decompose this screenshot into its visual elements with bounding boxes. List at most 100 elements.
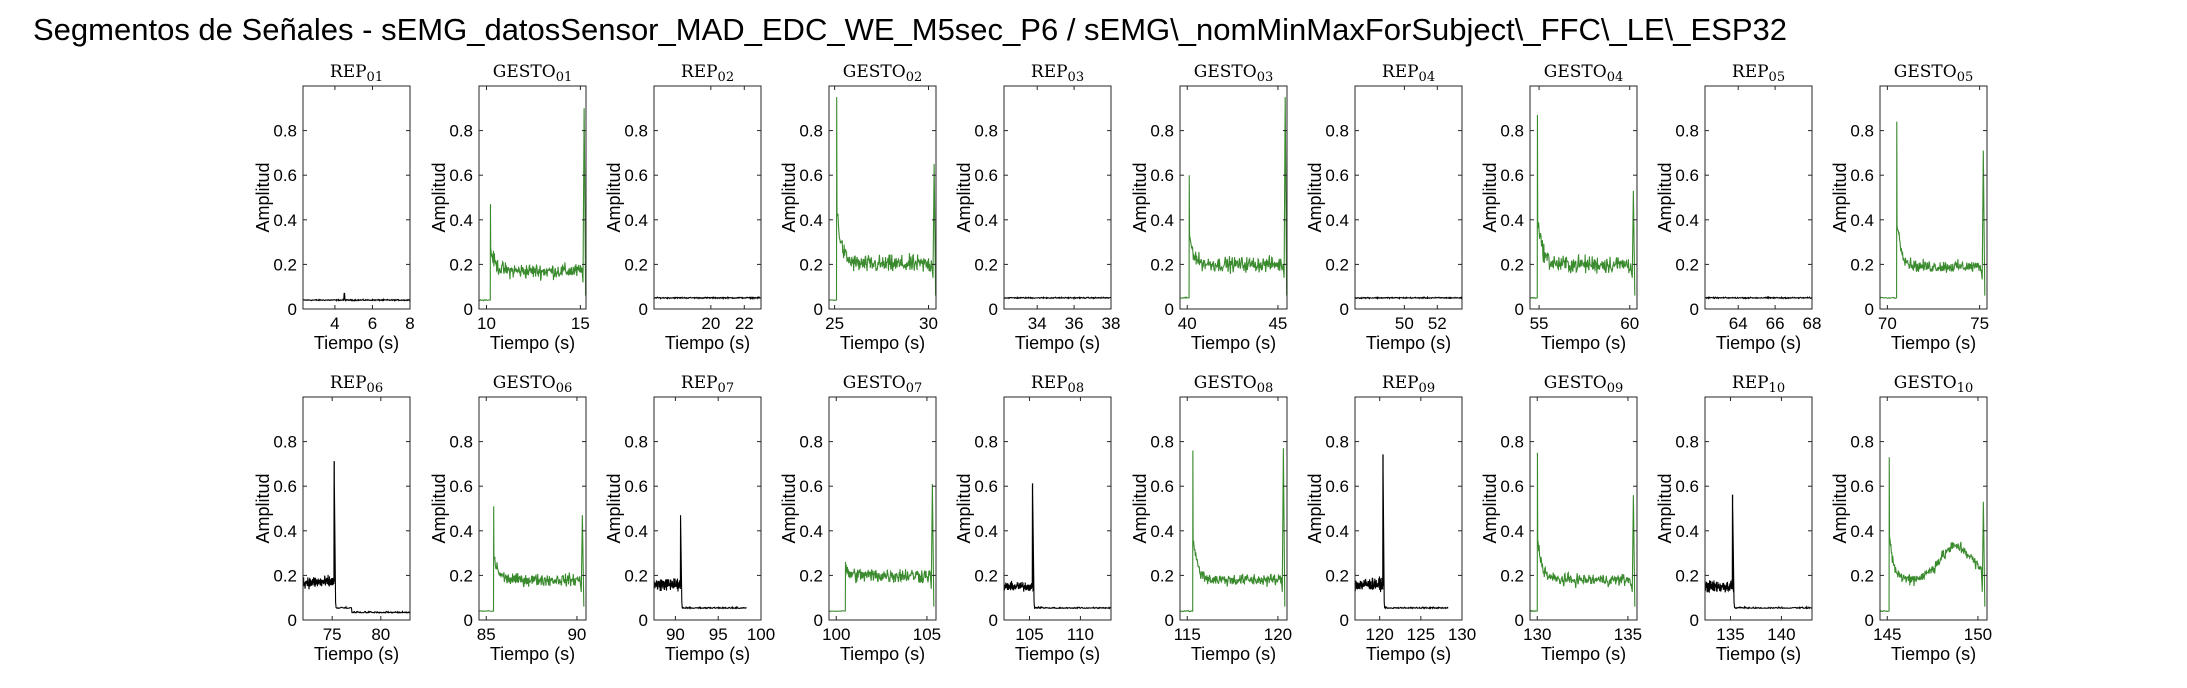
y-tick-label: 0 — [288, 300, 297, 319]
y-tick-label: 0.2 — [1150, 566, 1174, 585]
x-tick-label: 45 — [1268, 314, 1287, 333]
y-tick-label: 0.4 — [1150, 211, 1174, 230]
y-tick-label: 0.6 — [1325, 477, 1349, 496]
y-tick-label: 0.2 — [449, 255, 473, 274]
subplot-title: GESTO07 — [843, 373, 922, 396]
axes-box — [1003, 85, 1112, 310]
y-tick-label: 0.2 — [449, 566, 473, 585]
x-tick-label: 66 — [1766, 314, 1785, 333]
x-tick-label: 130 — [1448, 625, 1476, 644]
y-tick-label: 0.2 — [624, 255, 648, 274]
subplot-title: REP07 — [681, 373, 734, 396]
subplot-rep-04: 0 0.2 0.4 0.6 0.8 50 52 REP04 Tiempo (s) Amplitud — [1305, 62, 1463, 353]
y-axis-label: Amplitud — [429, 473, 449, 543]
x-axis-label: Tiempo (s) — [314, 644, 399, 664]
signal-line — [303, 292, 410, 303]
y-tick-label: 0.6 — [273, 166, 297, 185]
subplot-title: REP10 — [1732, 373, 1785, 396]
y-tick-label: 0.2 — [799, 566, 823, 585]
y-axis-label: Amplitud — [954, 162, 974, 232]
y-tick-label: 0.4 — [1675, 522, 1699, 541]
signal-line — [829, 483, 935, 613]
y-tick-label: 0.2 — [1325, 255, 1349, 274]
y-tick-label: 0 — [1340, 611, 1349, 630]
y-axis-label: Amplitud — [1480, 473, 1500, 543]
subplot-gesto-06: 0 0.2 0.4 0.6 0.8 85 90 GESTO06 Tiempo (s) Amplit… — [429, 373, 587, 664]
x-tick-label: 34 — [1028, 314, 1047, 333]
x-tick-label: 85 — [477, 625, 496, 644]
y-tick-label: 0.6 — [624, 166, 648, 185]
y-tick-label: 0.8 — [1675, 122, 1699, 141]
x-tick-label: 25 — [825, 314, 844, 333]
x-tick-label: 80 — [371, 625, 390, 644]
x-tick-label: 140 — [1767, 625, 1795, 644]
x-tick-label: 115 — [1174, 625, 1201, 644]
x-tick-label: 60 — [1620, 314, 1639, 333]
axes-box — [1003, 396, 1112, 621]
subplot-rep-06: 0 0.2 0.4 0.6 0.8 75 80 REP06 Tiempo (s) Amplitud — [253, 373, 411, 664]
y-tick-label: 0.8 — [974, 433, 998, 452]
subplot-rep-03: 0 0.2 0.4 0.6 0.8 34 36 38 REP03 Tiempo (s) Amplit… — [954, 62, 1120, 353]
y-tick-label: 0 — [989, 611, 998, 630]
subplot-title: REP02 — [681, 62, 734, 85]
axes-box — [478, 396, 587, 621]
signal-line — [1530, 452, 1636, 613]
x-tick-label: 30 — [919, 314, 938, 333]
y-axis-label: Amplitud — [604, 162, 624, 232]
figure-title: Segmentos de Señales - sEMG_datosSensor_… — [33, 12, 1787, 47]
y-tick-label: 0.2 — [799, 255, 823, 274]
signal-line — [1180, 448, 1286, 613]
y-tick-label: 0 — [1865, 611, 1874, 630]
subplot-title: GESTO08 — [1194, 373, 1273, 396]
y-tick-label: 0.8 — [1850, 122, 1874, 141]
y-axis-label: Amplitud — [429, 162, 449, 232]
x-axis-label: Tiempo (s) — [1541, 333, 1626, 353]
y-tick-label: 0.8 — [974, 122, 998, 141]
axes-box — [1704, 85, 1813, 310]
signal-line — [1355, 295, 1462, 300]
y-tick-label: 0.4 — [449, 522, 473, 541]
x-axis-label: Tiempo (s) — [1015, 644, 1100, 664]
y-axis-label: Amplitud — [604, 473, 624, 543]
subplot-rep-07: 0 0.2 0.4 0.6 0.8 90 95 100 REP07 Tiempo (s) Ampli… — [604, 373, 775, 664]
y-tick-label: 0 — [814, 611, 823, 630]
x-axis-label: Tiempo (s) — [1891, 644, 1976, 664]
y-tick-label: 0.8 — [449, 122, 473, 141]
x-axis-label: Tiempo (s) — [840, 644, 925, 664]
y-tick-label: 0.4 — [799, 522, 823, 541]
y-axis-label: Amplitud — [1130, 162, 1150, 232]
subplot-title: GESTO04 — [1544, 62, 1623, 85]
subplot-title: REP08 — [1031, 373, 1084, 396]
y-tick-label: 0.2 — [974, 566, 998, 585]
y-tick-label: 0.2 — [624, 566, 648, 585]
x-tick-label: 125 — [1407, 625, 1435, 644]
subplot-title: REP03 — [1031, 62, 1084, 85]
y-axis-label: Amplitud — [1655, 473, 1675, 543]
y-tick-label: 0.8 — [1850, 433, 1874, 452]
y-tick-label: 0.8 — [1150, 122, 1174, 141]
subplot-rep-10: 0 0.2 0.4 0.6 0.8 135 140 REP10 Tiempo (s) Amplit… — [1655, 373, 1813, 664]
x-axis-label: Tiempo (s) — [490, 333, 575, 353]
y-tick-label: 0.6 — [1675, 166, 1699, 185]
y-tick-label: 0.8 — [1675, 433, 1699, 452]
axes-box — [828, 85, 937, 310]
x-tick-label: 105 — [913, 625, 941, 644]
x-axis-label: Tiempo (s) — [1541, 644, 1626, 664]
y-tick-label: 0.8 — [273, 433, 297, 452]
x-tick-label: 135 — [1716, 625, 1744, 644]
y-axis-label: Amplitud — [253, 162, 273, 232]
y-tick-label: 0.6 — [449, 477, 473, 496]
axes-box — [1354, 396, 1463, 621]
y-axis-label: Amplitud — [1830, 162, 1850, 232]
y-tick-label: 0.2 — [1150, 255, 1174, 274]
axes-box — [1879, 85, 1988, 310]
y-tick-label: 0 — [1165, 611, 1174, 630]
subplot-title: REP01 — [330, 62, 383, 85]
y-tick-label: 0.4 — [273, 522, 297, 541]
y-tick-label: 0.6 — [1150, 166, 1174, 185]
signal-line — [654, 295, 761, 301]
x-tick-label: 22 — [735, 314, 754, 333]
signal-line — [1705, 494, 1812, 610]
y-tick-label: 0 — [1165, 300, 1174, 319]
